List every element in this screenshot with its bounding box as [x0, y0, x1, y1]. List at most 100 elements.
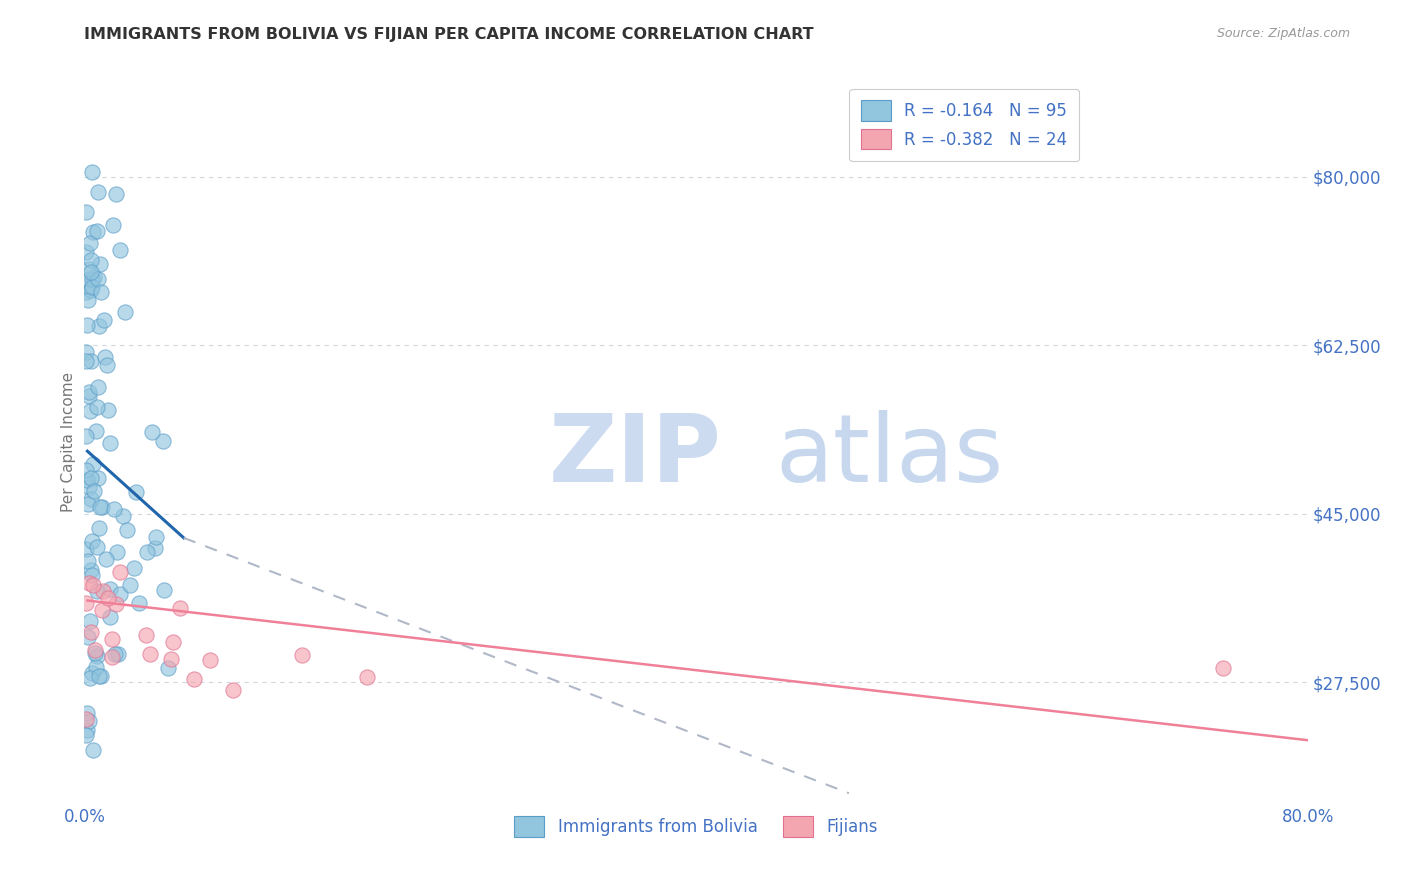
Point	[117, 523, 139, 537]
Point	[77, 389, 100, 403]
Point	[75, 596, 97, 610]
Point	[75, 245, 97, 260]
Point	[198, 653, 221, 667]
Point	[91, 583, 114, 598]
Point	[82, 578, 104, 592]
Point	[86, 648, 108, 663]
Point	[84, 659, 107, 673]
Point	[110, 243, 132, 257]
Point	[80, 534, 103, 549]
Point	[80, 625, 103, 640]
Point	[107, 647, 129, 661]
Point	[118, 578, 141, 592]
Point	[77, 714, 100, 729]
Point	[86, 271, 108, 285]
Point	[76, 318, 98, 332]
Point	[159, 652, 181, 666]
Point	[105, 186, 128, 201]
Point	[97, 591, 120, 605]
Point	[90, 669, 112, 683]
Point	[86, 401, 108, 415]
Point	[80, 283, 103, 297]
Point	[82, 458, 104, 472]
Point	[79, 576, 101, 591]
Point	[79, 404, 101, 418]
Point	[76, 706, 98, 721]
Point	[135, 544, 157, 558]
Point	[141, 425, 163, 440]
Point	[128, 596, 150, 610]
Point	[76, 723, 98, 738]
Point	[111, 509, 134, 524]
Point	[101, 218, 124, 232]
Point	[82, 271, 104, 285]
Point	[105, 545, 128, 559]
Point	[75, 712, 97, 726]
Point	[82, 743, 104, 757]
Point	[76, 473, 98, 487]
Point	[98, 610, 121, 624]
Point	[162, 635, 184, 649]
Point	[82, 165, 104, 179]
Text: IMMIGRANTS FROM BOLIVIA VS FIJIAN PER CAPITA INCOME CORRELATION CHART: IMMIGRANTS FROM BOLIVIA VS FIJIAN PER CA…	[84, 27, 814, 42]
Point	[152, 434, 174, 449]
Point	[89, 521, 111, 535]
Point	[75, 285, 97, 299]
Point	[75, 542, 97, 557]
Point	[79, 235, 101, 250]
Point	[87, 380, 110, 394]
Point	[84, 642, 107, 657]
Point	[98, 435, 121, 450]
Point	[89, 257, 111, 271]
Point	[124, 561, 146, 575]
Point	[96, 359, 118, 373]
Point	[75, 463, 97, 477]
Point	[104, 647, 127, 661]
Point	[80, 665, 103, 680]
Point	[97, 402, 120, 417]
Text: ZIP: ZIP	[550, 410, 723, 502]
Text: Source: ZipAtlas.com: Source: ZipAtlas.com	[1216, 27, 1350, 40]
Point	[110, 587, 132, 601]
Point	[79, 262, 101, 277]
Point	[125, 484, 148, 499]
Point	[79, 384, 101, 399]
Point	[145, 530, 167, 544]
Point	[101, 650, 124, 665]
Point	[80, 252, 103, 267]
Point	[143, 541, 166, 556]
Point	[1212, 661, 1234, 675]
Point	[84, 646, 107, 660]
Point	[90, 602, 112, 616]
Point	[103, 502, 125, 516]
Point	[86, 224, 108, 238]
Point	[76, 354, 98, 368]
Point	[80, 265, 103, 279]
Point	[79, 480, 101, 494]
Point	[79, 671, 101, 685]
Text: atlas: atlas	[776, 410, 1004, 502]
Y-axis label: Per Capita Income: Per Capita Income	[60, 371, 76, 512]
Point	[80, 354, 103, 368]
Point	[79, 614, 101, 628]
Point	[89, 500, 111, 515]
Point	[75, 429, 97, 443]
Point	[87, 668, 110, 682]
Point	[86, 583, 108, 598]
Point	[114, 304, 136, 318]
Point	[87, 185, 110, 199]
Point	[80, 471, 103, 485]
Point	[222, 682, 245, 697]
Point	[139, 647, 162, 661]
Point	[291, 648, 314, 663]
Point	[169, 600, 191, 615]
Point	[100, 632, 122, 646]
Point	[77, 272, 100, 286]
Point	[82, 225, 104, 239]
Point	[156, 661, 179, 675]
Point	[105, 598, 128, 612]
Point	[86, 540, 108, 554]
Point	[90, 285, 112, 300]
Point	[153, 582, 176, 597]
Point	[98, 582, 121, 597]
